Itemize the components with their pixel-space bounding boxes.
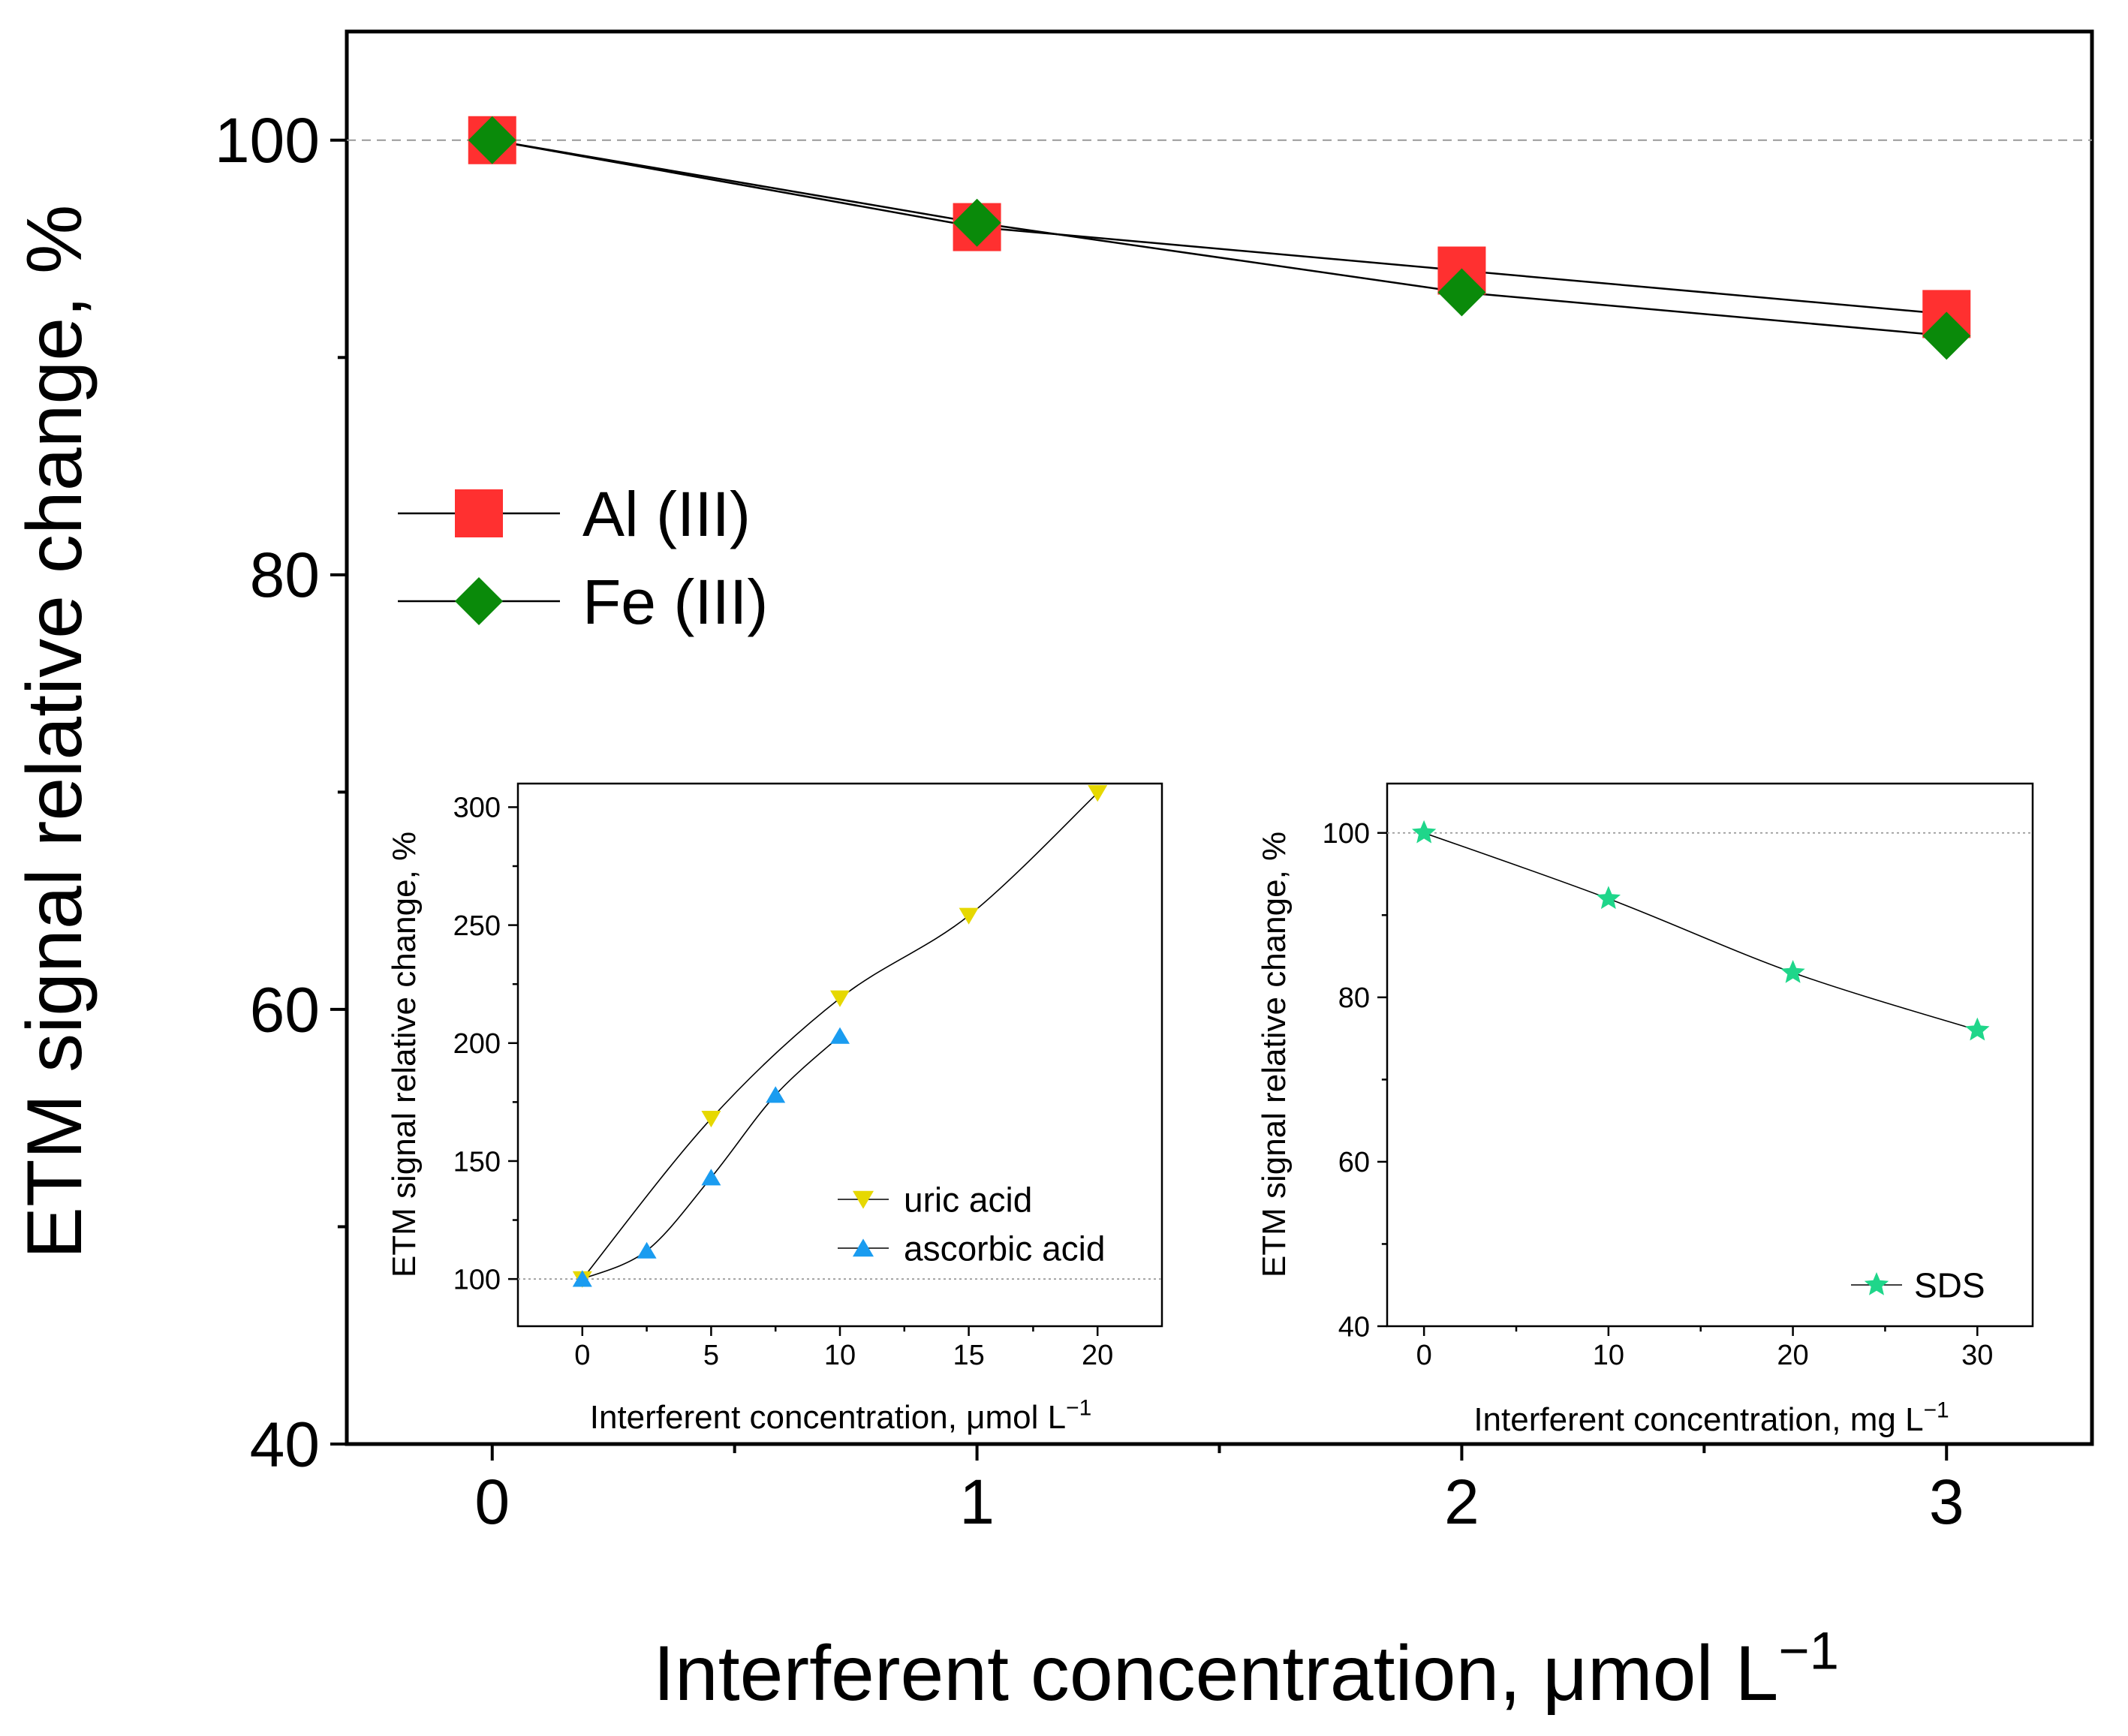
x-tick-label: 15 — [953, 1340, 984, 1371]
series-line — [492, 139, 1947, 315]
y-tick-label: 200 — [453, 1028, 501, 1060]
x-tick-label: 10 — [824, 1340, 856, 1371]
inset-chart-left: 0 5 10 15 20 100 150 200 250 300 Interferent conce… — [386, 782, 1163, 1436]
y-tick-label: 100 — [453, 1264, 501, 1295]
legend-label: Al (III) — [582, 479, 751, 549]
data-point — [1412, 820, 1437, 844]
legend-marker — [455, 577, 503, 625]
x-tick-label: 20 — [1082, 1340, 1113, 1371]
x-tick-label: 0 — [1416, 1340, 1432, 1371]
y-axis-label: ETM signal relative change, % — [386, 832, 423, 1277]
x-tick-label: 0 — [474, 1467, 510, 1537]
legend-label: ascorbic acid — [904, 1229, 1105, 1268]
legend-marker — [1864, 1272, 1889, 1295]
data-point — [572, 1270, 592, 1287]
legend-label: SDS — [1914, 1266, 1985, 1305]
plot-frame — [516, 782, 1163, 1328]
y-tick-label: 300 — [453, 793, 501, 824]
y-tick-label: 250 — [453, 910, 501, 942]
data-point — [953, 198, 1001, 247]
legend-label: Fe (III) — [582, 567, 768, 637]
y-tick-label: 100 — [1323, 818, 1370, 850]
data-point — [701, 1169, 721, 1186]
x-tick-label: 10 — [1593, 1340, 1624, 1371]
data-point — [468, 116, 516, 164]
data-point — [1780, 960, 1805, 983]
data-point — [830, 1027, 850, 1044]
x-tick-label: 1 — [959, 1467, 995, 1537]
data-point — [1596, 886, 1621, 910]
x-tick-label: 30 — [1961, 1340, 1993, 1371]
data-point — [1965, 1017, 1990, 1041]
legend-marker — [853, 1190, 874, 1209]
x-tick-label: 0 — [574, 1340, 590, 1371]
y-tick-label: 60 — [1338, 1147, 1370, 1178]
data-point — [1437, 268, 1486, 317]
y-tick-label: 80 — [250, 540, 320, 610]
series-line — [1423, 832, 1978, 1031]
data-point — [959, 907, 979, 925]
x-tick-label: 5 — [703, 1340, 719, 1371]
x-tick-label: 3 — [1929, 1467, 1964, 1537]
legend-label: uric acid — [904, 1181, 1032, 1220]
data-point — [701, 1110, 721, 1128]
legend-marker — [853, 1238, 874, 1257]
series-line — [492, 139, 1947, 337]
x-axis-label: Interferent concentration, μmol L−1 — [590, 1395, 1091, 1436]
y-axis-label: ETM signal relative change, % — [1256, 832, 1293, 1277]
data-point — [637, 1241, 657, 1259]
data-point — [1922, 311, 1971, 360]
data-point — [766, 1086, 786, 1103]
x-axis-label: Interferent concentration, mg L−1 — [1473, 1398, 1949, 1438]
data-point — [830, 990, 850, 1007]
y-tick-label: 40 — [1338, 1311, 1370, 1343]
x-axis-label: Interferent concentration, μmol L−1 — [653, 1620, 1839, 1717]
x-tick-label: 20 — [1777, 1340, 1808, 1371]
x-tick-label: 2 — [1444, 1467, 1479, 1537]
y-axis-label: ETM signal relative change, % — [11, 205, 98, 1259]
data-point — [1088, 785, 1108, 802]
legend-marker — [455, 489, 503, 537]
y-tick-label: 80 — [1338, 982, 1370, 1014]
y-tick-label: 60 — [250, 974, 320, 1045]
y-tick-label: 100 — [215, 105, 320, 176]
y-tick-label: 40 — [250, 1409, 320, 1479]
inset-chart-right: 0 10 20 30 40 60 80 100 Interferent concentratio… — [1256, 782, 2034, 1438]
plot-frame — [1386, 782, 2034, 1328]
y-tick-label: 150 — [453, 1146, 501, 1178]
